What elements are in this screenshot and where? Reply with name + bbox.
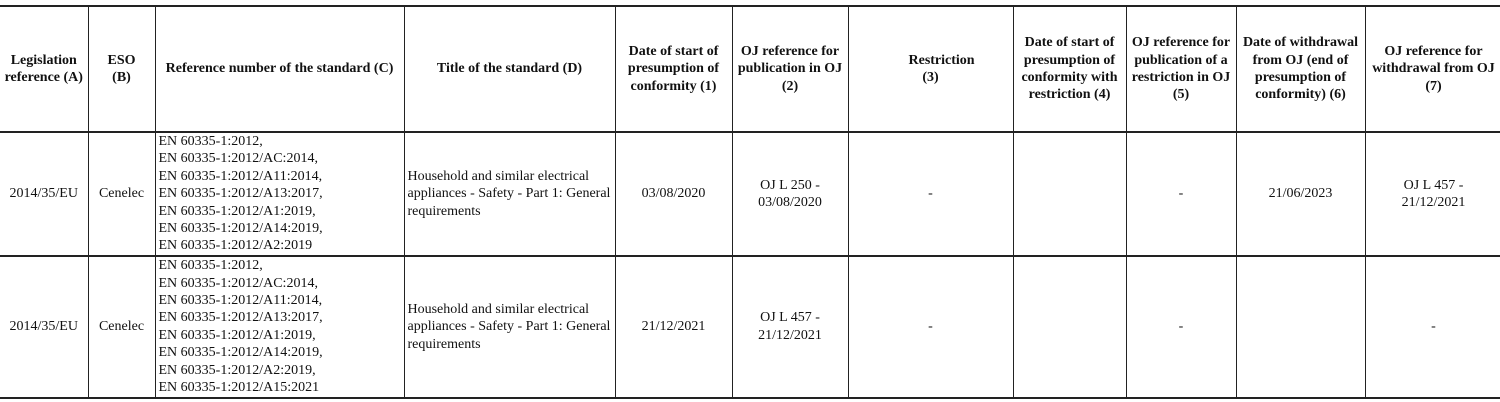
start-with-restriction-cell	[1012, 131, 1127, 257]
oj-restriction-cell: -	[1125, 254, 1237, 399]
header-oj-publication: OJ reference for publication in OJ (2)	[731, 5, 849, 133]
title-cell: Household and similar electrical applian…	[403, 254, 616, 399]
header-row: Legislation reference (A) ESO (B) Refere…	[0, 5, 1500, 133]
header-oj-restriction: OJ reference for publication of a restri…	[1125, 5, 1237, 133]
header-reference-number: Reference number of the standard (C)	[154, 5, 405, 133]
reference-cell: EN 60335-1:2012, EN 60335-1:2012/AC:2014,…	[154, 131, 405, 257]
header-restriction: Restriction (3)	[847, 5, 1014, 133]
start-date-cell: 03/08/2020	[614, 131, 733, 257]
oj-withdrawal-cell: -	[1364, 254, 1500, 399]
title-cell: Household and similar electrical applian…	[403, 131, 616, 257]
oj-restriction-cell: -	[1125, 131, 1237, 257]
oj-publication-cell: OJ L 250 - 03/08/2020	[731, 131, 849, 257]
header-legislation-reference: Legislation reference (A)	[0, 5, 89, 133]
header-title: Title of the standard (D)	[403, 5, 616, 133]
restriction-cell: -	[847, 254, 1014, 399]
withdrawal-date-cell	[1235, 254, 1366, 399]
withdrawal-date-cell: 21/06/2023	[1235, 131, 1366, 257]
eso-cell: Cenelec	[87, 131, 156, 257]
header-start-date: Date of start of presumption of conformi…	[614, 5, 733, 133]
header-eso: ESO (B)	[87, 5, 156, 133]
legislation-cell: 2014/35/EU	[0, 254, 89, 399]
oj-withdrawal-cell: OJ L 457 - 21/12/2021	[1364, 131, 1500, 257]
eso-cell: Cenelec	[87, 254, 156, 399]
header-start-with-restriction: Date of start of presumption of conformi…	[1012, 5, 1127, 133]
table-row: 2014/35/EU Cenelec EN 60335-1:2012, EN 60…	[0, 131, 1500, 257]
table-row: 2014/35/EU Cenelec EN 60335-1:2012, EN 60…	[0, 254, 1500, 399]
header-oj-withdrawal: OJ reference for withdrawal from OJ (7)	[1364, 5, 1500, 133]
legislation-cell: 2014/35/EU	[0, 131, 89, 257]
start-date-cell: 21/12/2021	[614, 254, 733, 399]
oj-publication-cell: OJ L 457 - 21/12/2021	[731, 254, 849, 399]
header-withdrawal-date: Date of withdrawal from OJ (end of presu…	[1235, 5, 1366, 133]
start-with-restriction-cell	[1012, 254, 1127, 399]
reference-cell: EN 60335-1:2012, EN 60335-1:2012/AC:2014,…	[154, 254, 405, 399]
harmonised-standards-table: Legislation reference (A) ESO (B) Refere…	[0, 5, 1500, 399]
restriction-cell: -	[847, 131, 1014, 257]
